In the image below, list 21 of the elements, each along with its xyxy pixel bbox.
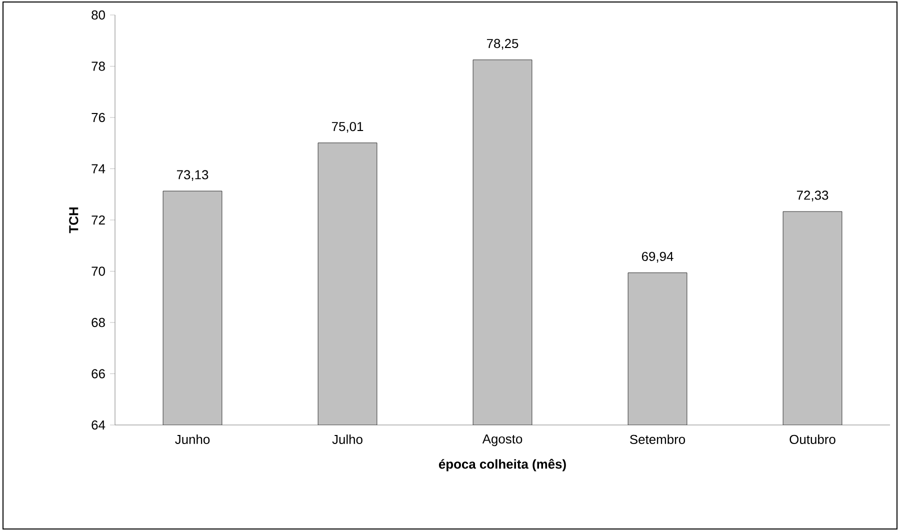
- data-label: 72,33: [796, 190, 828, 202]
- y-tick-label: 64: [92, 420, 106, 430]
- data-label: 75,01: [332, 122, 364, 133]
- x-tick-label: Setembro: [630, 434, 686, 444]
- x-tick-label: Julho: [332, 434, 362, 444]
- x-axis-title: época colheita (mês): [438, 458, 566, 472]
- data-label: 73,13: [176, 170, 208, 181]
- y-tick-label: 72: [92, 215, 105, 225]
- y-tick-label: 76: [92, 112, 105, 122]
- x-tick-label: Agosto: [482, 434, 522, 446]
- y-tick-label: 66: [92, 369, 105, 378]
- y-tick-label: 78: [92, 62, 105, 71]
- y-tick-label: 68: [92, 318, 105, 328]
- x-tick-label: Junho: [175, 434, 210, 444]
- y-tick-label: 74: [92, 164, 106, 174]
- x-tick-label: Outubro: [790, 434, 836, 444]
- y-axis-title: TCH: [69, 208, 78, 234]
- data-label: 69,94: [642, 252, 674, 263]
- y-tick-label: 80: [92, 10, 105, 20]
- y-tick-label: 70: [92, 266, 105, 276]
- data-label: 78,25: [486, 38, 518, 50]
